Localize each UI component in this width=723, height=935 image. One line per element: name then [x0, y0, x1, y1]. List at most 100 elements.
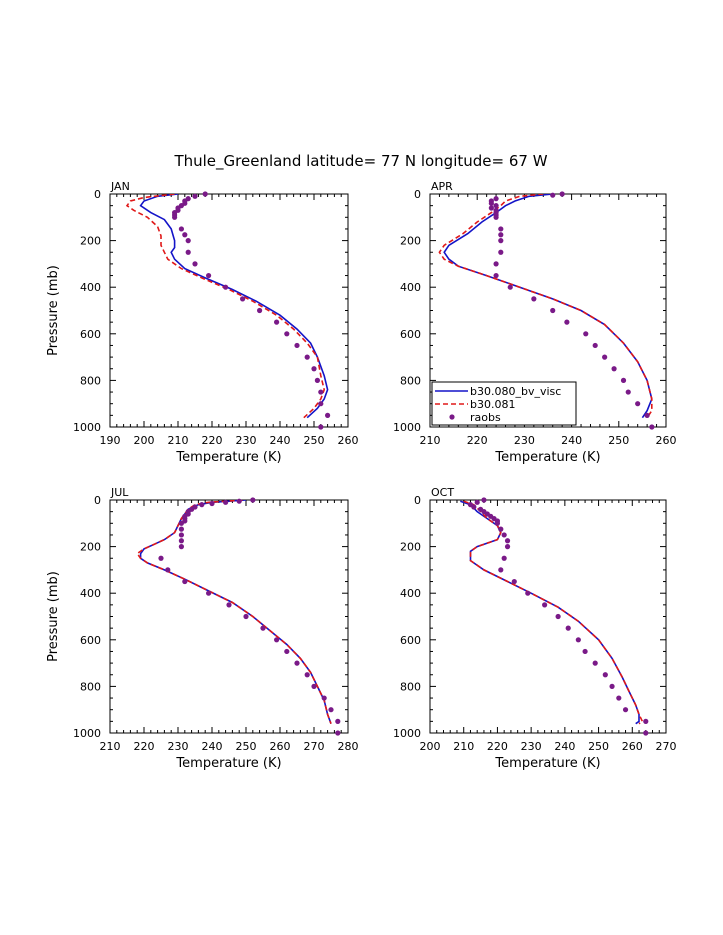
raobs-point — [243, 613, 249, 620]
raobs-point — [223, 284, 229, 290]
y-tick-label: 0 — [414, 188, 421, 201]
raobs-point — [493, 261, 499, 267]
y-tick-label: 200 — [80, 235, 101, 248]
y-tick-label: 400 — [400, 587, 421, 600]
raobs-point — [318, 401, 324, 407]
y-tick-label: 1000 — [73, 421, 101, 434]
x-tick-label: 220 — [487, 740, 508, 753]
raobs-point — [559, 191, 565, 197]
raobs-point — [311, 366, 317, 372]
raobs-point — [498, 226, 504, 232]
x-tick-label: 270 — [304, 740, 325, 753]
x-tick-label: 240 — [561, 434, 582, 447]
raobs-point — [325, 412, 331, 418]
raobs-point — [226, 602, 232, 608]
raobs-point — [202, 191, 208, 197]
x-tick-label: 270 — [656, 740, 677, 753]
raobs-point — [550, 307, 556, 314]
y-tick-label: 0 — [94, 494, 101, 507]
series-line-b30-080-bv-visc — [139, 194, 329, 419]
y-tick-label: 1000 — [393, 421, 421, 434]
y-tick-label: 600 — [80, 634, 101, 647]
raobs-point — [318, 389, 324, 395]
y-tick-label: 800 — [400, 374, 421, 387]
raobs-point — [471, 504, 477, 510]
raobs-point — [274, 637, 280, 643]
raobs-point — [294, 342, 300, 349]
x-tick-label: 240 — [270, 434, 291, 447]
raobs-point — [602, 672, 608, 678]
raobs-point — [493, 272, 499, 279]
x-tick-label: 230 — [514, 434, 535, 447]
raobs-point — [625, 389, 631, 395]
x-tick-label: 210 — [100, 740, 121, 753]
raobs-point — [284, 648, 290, 655]
raobs-point — [335, 718, 341, 724]
series-line-b30-081 — [463, 500, 644, 725]
raobs-point — [583, 331, 589, 337]
raobs-point — [542, 602, 548, 608]
x-tick-label: 230 — [521, 740, 542, 753]
x-tick-label: 250 — [588, 740, 609, 753]
raobs-point — [192, 261, 198, 267]
raobs-point — [507, 284, 513, 290]
y-tick-label: 600 — [400, 328, 421, 341]
raobs-point — [493, 203, 499, 209]
y-tick-label: 0 — [94, 188, 101, 201]
raobs-point — [335, 730, 341, 736]
raobs-point — [635, 401, 641, 407]
raobs-point — [622, 707, 629, 713]
raobs-point — [531, 296, 537, 302]
raobs-point — [488, 205, 494, 211]
plot-frame — [109, 499, 349, 734]
x-tick-label: 260 — [622, 740, 643, 753]
series-line-b30-081 — [136, 500, 332, 724]
raobs-point — [165, 567, 171, 573]
raobs-point — [257, 307, 263, 314]
y-tick-label: 200 — [80, 541, 101, 554]
y-tick-label: 400 — [400, 281, 421, 294]
raobs-point — [498, 526, 504, 532]
x-tick-label: 190 — [100, 434, 121, 447]
x-tick-label: 230 — [168, 740, 189, 753]
raobs-point — [206, 590, 212, 596]
raobs-point — [185, 249, 191, 255]
x-tick-label: 240 — [554, 740, 575, 753]
raobs-point — [504, 544, 511, 550]
raobs-point — [582, 648, 588, 655]
raobs-point — [550, 192, 556, 198]
x-axis-label: Temperature (K) — [494, 756, 600, 771]
x-tick-label: 220 — [134, 740, 155, 753]
raobs-point — [575, 637, 581, 643]
raobs-point — [178, 226, 184, 232]
y-tick-label: 800 — [80, 374, 101, 387]
y-tick-label: 600 — [400, 634, 421, 647]
raobs-point — [178, 538, 184, 544]
raobs-point — [643, 718, 649, 724]
raobs-point — [284, 331, 290, 337]
figure-title: Thule_Greenland latitude= 77 N longitude… — [173, 152, 547, 171]
raobs-point — [620, 377, 627, 383]
panel-jan: 190 200 210 220 230 240 250 260 0 200 400 600 800 100… — [46, 180, 359, 465]
raobs-point — [555, 613, 561, 620]
legend-label: b30.081 — [470, 398, 515, 411]
raobs-point — [178, 520, 184, 526]
raobs-point — [314, 377, 320, 383]
x-tick-label: 220 — [202, 434, 223, 447]
raobs-point — [206, 272, 212, 279]
x-tick-label: 250 — [608, 434, 629, 447]
legend-label: raobs — [470, 411, 501, 424]
legend-label: b30.080_bv_visc — [470, 385, 561, 398]
raobs-point — [240, 296, 246, 302]
raobs-point — [172, 214, 178, 220]
x-tick-label: 250 — [236, 740, 257, 753]
x-tick-label: 210 — [453, 740, 474, 753]
raobs-point — [611, 366, 617, 372]
raobs-point — [488, 200, 494, 206]
raobs-point — [304, 672, 310, 678]
x-axis-label: Temperature (K) — [175, 756, 281, 771]
y-axis-label: Pressure (mb) — [46, 571, 61, 662]
panel-apr: 210 220 230 240 250 260 0 200 400 600 800 1000 APR Te… — [393, 180, 677, 465]
